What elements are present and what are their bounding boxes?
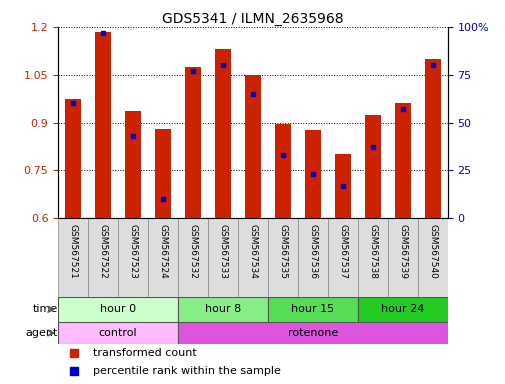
Text: GSM567539: GSM567539 (397, 224, 407, 280)
Bar (214, 49, 231, 218)
Bar (58, 218, 88, 297)
Text: GSM567540: GSM567540 (427, 224, 436, 279)
Text: rotenone: rotenone (287, 328, 337, 338)
Bar (178, 218, 208, 297)
Text: GSM567533: GSM567533 (218, 224, 227, 280)
Bar (155, 129, 171, 218)
Bar (387, 218, 417, 297)
Text: percentile rank within the sample: percentile rank within the sample (93, 366, 281, 376)
Bar (237, 218, 268, 297)
Text: GSM567537: GSM567537 (338, 224, 347, 280)
Bar (274, 124, 291, 218)
Bar (125, 111, 141, 218)
Bar (297, 218, 327, 297)
Text: control: control (98, 328, 137, 338)
Text: GSM567536: GSM567536 (308, 224, 317, 280)
Bar (357, 218, 387, 297)
Bar (304, 131, 321, 218)
Text: GSM567523: GSM567523 (128, 224, 137, 279)
Bar (268, 297, 357, 322)
Text: hour 15: hour 15 (291, 304, 334, 314)
Text: hour 8: hour 8 (205, 304, 241, 314)
Bar (364, 114, 380, 218)
Bar (334, 154, 350, 218)
Bar (58, 297, 178, 322)
Bar (184, 67, 201, 218)
Text: GSM567524: GSM567524 (158, 224, 167, 279)
Bar (417, 218, 447, 297)
Text: GSM567538: GSM567538 (368, 224, 377, 280)
Bar (178, 297, 268, 322)
Text: GSM567521: GSM567521 (69, 224, 78, 279)
Bar (357, 297, 447, 322)
Text: transformed count: transformed count (93, 348, 196, 358)
Text: hour 24: hour 24 (380, 304, 424, 314)
Bar (95, 31, 111, 218)
Bar (148, 218, 178, 297)
Bar (65, 99, 81, 218)
Text: hour 0: hour 0 (100, 304, 136, 314)
Bar (244, 75, 261, 218)
Bar (394, 103, 410, 218)
Title: GDS5341 / ILMN_2635968: GDS5341 / ILMN_2635968 (162, 12, 343, 26)
Text: GSM567522: GSM567522 (98, 224, 108, 279)
Bar (424, 59, 440, 218)
Text: GSM567532: GSM567532 (188, 224, 197, 279)
Bar (268, 218, 297, 297)
Text: GSM567535: GSM567535 (278, 224, 287, 280)
Bar (88, 218, 118, 297)
Bar (118, 218, 148, 297)
Bar (208, 218, 237, 297)
Text: agent: agent (26, 328, 58, 338)
Text: time: time (33, 304, 58, 314)
Bar (58, 322, 178, 344)
Bar (327, 218, 357, 297)
Bar (178, 322, 447, 344)
Text: GSM567534: GSM567534 (248, 224, 257, 279)
